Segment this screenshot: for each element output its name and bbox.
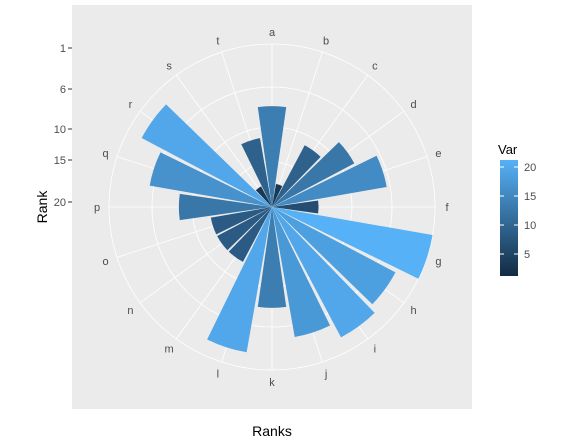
- bar-o: [210, 207, 272, 235]
- category-tick-label: l: [217, 368, 219, 380]
- bar-i: [272, 207, 375, 338]
- bar-g: [272, 207, 433, 279]
- category-tick-label: k: [269, 377, 275, 389]
- category-tick-label: h: [411, 305, 417, 317]
- category-tick-label: a: [269, 27, 276, 39]
- radial-tick-labels: 1 6 10 15 20: [54, 43, 72, 209]
- category-tick-label: e: [435, 148, 441, 160]
- bar-d: [272, 142, 355, 207]
- radial-tick-label: 6: [60, 84, 66, 96]
- bar-m: [228, 207, 272, 262]
- category-tick-label: n: [127, 305, 133, 317]
- legend-tick-label: 5: [524, 249, 530, 261]
- category-tick-label: t: [216, 36, 219, 48]
- radial-tick-label: 20: [54, 197, 66, 209]
- bar-f: [272, 200, 319, 214]
- y-axis-title: Rank: [34, 190, 50, 224]
- bar-l: [207, 207, 272, 353]
- legend-tick-label: 15: [524, 191, 536, 203]
- bar-r: [141, 104, 272, 207]
- bar-s: [255, 186, 272, 207]
- category-tick-label: c: [372, 60, 378, 72]
- legend-colorbar: [500, 160, 518, 276]
- bar-c: [272, 145, 321, 207]
- category-tick-label: b: [323, 36, 329, 48]
- bar-h: [272, 207, 396, 305]
- radial-tick-label: 10: [54, 124, 66, 136]
- bar-a: [257, 106, 287, 207]
- category-tick-label: f: [445, 202, 449, 214]
- radial-tick-label: 1: [60, 43, 66, 55]
- category-tick-label: i: [374, 344, 376, 356]
- bar-q: [149, 152, 272, 207]
- category-tick-label: q: [103, 148, 109, 160]
- category-tick-label: j: [324, 368, 327, 380]
- legend-title: Var: [498, 142, 518, 157]
- grid-spoke: [271, 51, 323, 208]
- bar-j: [272, 207, 331, 337]
- legend: Var 20 15 10 5: [498, 142, 536, 276]
- bar-k: [257, 207, 287, 308]
- bar-e: [272, 155, 387, 207]
- legend-tick-label: 20: [524, 162, 536, 174]
- grid-spoke: [175, 74, 273, 208]
- category-tick-label: d: [411, 99, 417, 111]
- category-tick-label: r: [129, 99, 133, 111]
- radial-tick-label: 15: [54, 155, 66, 167]
- category-tick-label: m: [165, 344, 174, 356]
- category-tick-label: g: [435, 256, 441, 268]
- category-tick-label: p: [94, 202, 100, 214]
- legend-tick-label: 10: [524, 220, 536, 232]
- bars: [141, 104, 433, 353]
- bar-t: [241, 138, 272, 207]
- category-tick-labels: a b c d e f g h i j k l m n o p q r s t: [94, 27, 450, 389]
- x-axis-title: Ranks: [252, 423, 292, 439]
- legend-ticks: 20 15 10 5: [500, 162, 536, 261]
- category-tick-label: s: [166, 60, 172, 72]
- bar-n: [217, 207, 272, 251]
- bar-b: [272, 184, 283, 207]
- category-tick-label: o: [103, 256, 109, 268]
- bar-p: [178, 193, 272, 221]
